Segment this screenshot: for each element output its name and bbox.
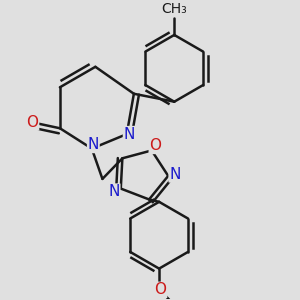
Text: CH₃: CH₃ — [161, 2, 187, 16]
Text: N: N — [88, 137, 99, 152]
Text: N: N — [124, 127, 135, 142]
Text: O: O — [154, 282, 166, 297]
Text: O: O — [27, 115, 39, 130]
Text: O: O — [149, 138, 161, 153]
Text: N: N — [108, 184, 120, 199]
Text: N: N — [169, 167, 181, 182]
